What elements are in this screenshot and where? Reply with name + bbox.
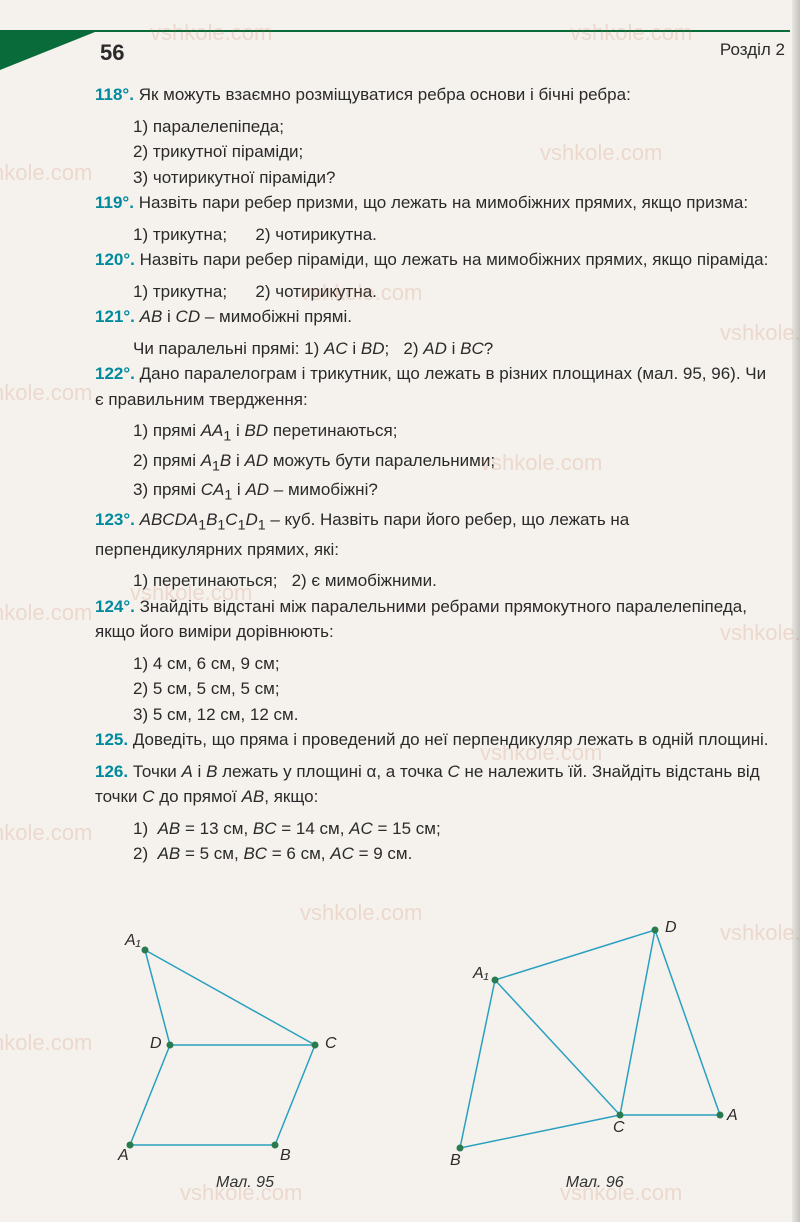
problem-subitem: 3) 5 см, 12 см, 12 см.: [133, 702, 775, 728]
page-number: 56: [100, 40, 124, 66]
problem-number: 121°.: [95, 307, 135, 326]
problem: 119°. Назвіть пари ребер призми, що лежа…: [95, 190, 775, 216]
figure-96-label: Мал. 96: [425, 1174, 765, 1192]
problem-text: Точки A і B лежать у площині α, а точка …: [95, 762, 760, 807]
problem-subitem: 1) AB = 13 см, BC = 14 см, AC = 15 см;: [133, 816, 775, 842]
problem-subitem: 3) чотирикутної піраміди?: [133, 165, 775, 191]
problem-subitem: 1) трикутна; 2) чотирикутна.: [133, 222, 775, 248]
svg-text:A₁: A₁: [124, 932, 141, 949]
svg-text:C: C: [325, 1035, 337, 1052]
problem-number: 119°.: [95, 193, 134, 212]
problem-extra: Чи паралельні прямі: 1) AC і BD; 2) AD і…: [133, 336, 775, 362]
problem-text: Назвіть пари ребер призми, що лежать на …: [139, 193, 748, 212]
problem-text: Дано паралелограм і трикутник, що лежать…: [95, 364, 766, 409]
problem-text: Знайдіть відстані між паралельними ребра…: [95, 597, 747, 642]
problem: 125. Доведіть, що пряма і проведений до …: [95, 727, 775, 753]
svg-text:D: D: [665, 920, 677, 936]
problem-subitem: 3) прямі CA1 і AD – мимобіжні?: [133, 477, 775, 507]
svg-text:B: B: [280, 1147, 291, 1164]
svg-text:D: D: [150, 1035, 162, 1052]
problem-number: 126.: [95, 762, 128, 781]
svg-text:A: A: [117, 1147, 129, 1164]
problem-subitem: 1) паралелепіпеда;: [133, 114, 775, 140]
problem-subitem: 1) 4 см, 6 см, 9 см;: [133, 651, 775, 677]
watermark: vshkole.com: [0, 160, 92, 186]
problem-number: 125.: [95, 730, 128, 749]
figure-95-label: Мал. 95: [90, 1174, 400, 1192]
problem-number: 123°.: [95, 510, 135, 529]
problem-subitem: 2) прямі A1B і AD можуть бути паралельни…: [133, 448, 775, 478]
problem-text: Назвіть пари ребер піраміди, що лежать н…: [140, 250, 769, 269]
problem: 122°. Дано паралелограм і трикутник, що …: [95, 361, 775, 412]
problem: 123°. ABCDA1B1C1D1 – куб. Назвіть пари й…: [95, 507, 775, 562]
svg-text:A₁: A₁: [472, 965, 489, 982]
problem-number: 120°.: [95, 250, 135, 269]
problem-text: Доведіть, що пряма і проведений до неї п…: [133, 730, 769, 749]
problem-subitem: 1) трикутна; 2) чотирикутна.: [133, 279, 775, 305]
problem-subitem: 2) AB = 5 см, BC = 6 см, AC = 9 см.: [133, 841, 775, 867]
header-rule: [0, 30, 790, 32]
problem-text: Як можуть взаємно розміщуватися ребра ос…: [139, 85, 631, 104]
problem-number: 124°.: [95, 597, 135, 616]
svg-text:A: A: [726, 1107, 738, 1124]
problem-text: AB і CD – мимобіжні прямі.: [140, 307, 352, 326]
watermark: vshkole.com: [0, 820, 92, 846]
figures-row: A₁ D C A B Мал. 95 D A₁ C A B Мал. 96: [90, 920, 770, 1200]
page-edge-shadow: [792, 0, 800, 1222]
watermark: vshkole.com: [0, 1030, 92, 1056]
problems-content: 118°. Як можуть взаємно розміщуватися ре…: [95, 82, 775, 867]
svg-text:B: B: [450, 1152, 461, 1169]
problem: 124°. Знайдіть відстані між паралельними…: [95, 594, 775, 645]
svg-text:C: C: [613, 1119, 625, 1136]
problem-number: 118°.: [95, 85, 134, 104]
figure-96-svg: D A₁ C A B: [425, 920, 755, 1170]
section-label: Розділ 2: [720, 40, 785, 60]
problem-subitem: 1) перетинаються; 2) є мимобіжними.: [133, 568, 775, 594]
problem: 120°. Назвіть пари ребер піраміди, що ле…: [95, 247, 775, 273]
problem-number: 122°.: [95, 364, 135, 383]
page-header: 56 Розділ 2: [0, 30, 800, 70]
problem-subitem: 2) 5 см, 5 см, 5 см;: [133, 676, 775, 702]
watermark: vshkole.com: [0, 600, 92, 626]
problem-subitem: 2) трикутної піраміди;: [133, 139, 775, 165]
problem-text: ABCDA1B1C1D1 – куб. Назвіть пари його ре…: [95, 510, 629, 559]
problem: 126. Точки A і B лежать у площині α, а т…: [95, 759, 775, 810]
problem: 118°. Як можуть взаємно розміщуватися ре…: [95, 82, 775, 108]
figure-95-svg: A₁ D C A B: [90, 920, 390, 1170]
header-triangle: [0, 30, 100, 70]
problem: 121°. AB і CD – мимобіжні прямі.: [95, 304, 775, 330]
problem-subitem: 1) прямі AA1 і BD перетинаються;: [133, 418, 775, 448]
watermark: vshkole.com: [0, 380, 92, 406]
figure-95: A₁ D C A B Мал. 95: [90, 920, 400, 1192]
figure-96: D A₁ C A B Мал. 96: [425, 920, 765, 1192]
